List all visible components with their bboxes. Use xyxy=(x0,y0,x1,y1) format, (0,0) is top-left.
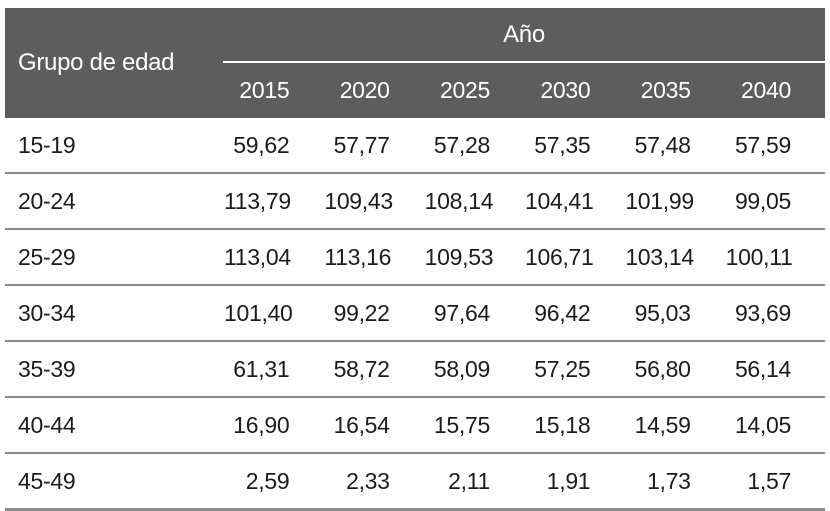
value-cell: 59,62 xyxy=(233,131,290,158)
value-cell: 16,54 xyxy=(333,411,390,438)
table-body: 15-19 59,62 57,77 57,28 57,35 57,48 57,59 20-24… xyxy=(5,118,825,510)
value-cell: 101,99 xyxy=(625,187,694,214)
table-row: 35-39 61,31 58,72 58,09 57,25 56,80 56,14 xyxy=(5,341,825,397)
year-header: 2030 xyxy=(523,62,625,118)
value-cell: 93,69 xyxy=(734,299,791,326)
value-cell: 113,04 xyxy=(224,243,291,270)
value-cell: 56,14 xyxy=(734,355,791,382)
age-group-label: 30-34 xyxy=(18,299,76,326)
age-group-label: 20-24 xyxy=(18,187,76,214)
table-row: 30-34 101,40 99,22 97,64 96,42 95,03 93,69 xyxy=(5,285,825,341)
value-cell: 2,11 xyxy=(448,467,490,494)
year-header: 2035 xyxy=(624,62,725,118)
value-cell: 1,73 xyxy=(647,467,691,494)
value-cell: 109,53 xyxy=(424,243,494,270)
value-cell: 57,35 xyxy=(534,131,591,158)
value-cell: 61,31 xyxy=(233,355,290,382)
table-row: 20-24 113,79 109,43 108,14 104,41 101,99 99,05 xyxy=(5,173,825,229)
table-header: Grupo de edad Año 2015 2020 2025 2030 2035 20… xyxy=(5,8,825,118)
value-cell: 58,72 xyxy=(333,355,390,382)
year-row: 2015 2020 2025 2030 2035 2040 xyxy=(5,62,825,118)
age-group-year-table: Grupo de edad Año 2015 2020 2025 2030 2035 20… xyxy=(5,8,825,511)
value-cell: 108,14 xyxy=(424,187,494,214)
value-cell: 100,11 xyxy=(725,243,793,270)
value-cell: 104,41 xyxy=(524,187,594,214)
value-cell: 16,90 xyxy=(233,411,290,438)
value-cell: 101,40 xyxy=(224,299,293,326)
value-cell: 103,14 xyxy=(625,243,694,270)
value-cell: 113,79 xyxy=(224,187,291,214)
value-cell: 56,80 xyxy=(634,355,691,382)
value-cell: 95,03 xyxy=(634,299,691,326)
value-cell: 96,42 xyxy=(534,299,591,326)
value-cell: 14,05 xyxy=(734,411,791,438)
table-row: 15-19 59,62 57,77 57,28 57,35 57,48 57,59 xyxy=(5,118,825,173)
value-cell: 99,05 xyxy=(734,187,791,214)
table-row: 25-29 113,04 113,16 109,53 106,71 103,14 100,1… xyxy=(5,229,825,285)
age-group-label: 40-44 xyxy=(18,411,76,438)
age-group-label: 35-39 xyxy=(18,355,76,382)
value-cell: 1,57 xyxy=(747,467,791,494)
value-cell: 57,77 xyxy=(333,131,390,158)
year-group-header: Año xyxy=(223,8,825,63)
value-cell: 14,59 xyxy=(634,411,691,438)
value-cell: 57,28 xyxy=(433,131,490,158)
value-cell: 57,48 xyxy=(634,131,691,158)
value-cell: 113,16 xyxy=(324,243,392,270)
table-row: 40-44 16,90 16,54 15,75 15,18 14,59 14,05 xyxy=(5,397,825,453)
age-group-label: 25-29 xyxy=(18,243,76,270)
value-cell: 15,18 xyxy=(534,411,591,438)
year-header: 2025 xyxy=(423,62,524,118)
value-cell: 58,09 xyxy=(433,355,490,382)
value-cell: 106,71 xyxy=(524,243,594,270)
header-row-top: Grupo de edad Año xyxy=(5,8,825,118)
corner-header: Grupo de edad xyxy=(5,8,223,118)
year-header: 2015 xyxy=(223,62,324,118)
table-row: 45-49 2,59 2,33 2,11 1,91 1,73 1,57 xyxy=(5,453,825,510)
value-cell: 109,43 xyxy=(324,187,393,214)
value-cell: 2,59 xyxy=(245,467,290,494)
age-group-label: 45-49 xyxy=(18,467,76,494)
value-cell: 97,64 xyxy=(433,299,490,326)
value-cell: 57,25 xyxy=(534,355,591,382)
value-cell: 57,59 xyxy=(734,131,791,158)
year-header: 2040 xyxy=(724,62,825,118)
value-cell: 1,91 xyxy=(546,467,591,494)
year-header: 2020 xyxy=(323,62,424,118)
value-cell: 2,33 xyxy=(346,467,390,494)
value-cell: 99,22 xyxy=(333,299,390,326)
age-group-label: 15-19 xyxy=(18,131,76,158)
value-cell: 15,75 xyxy=(433,411,490,438)
